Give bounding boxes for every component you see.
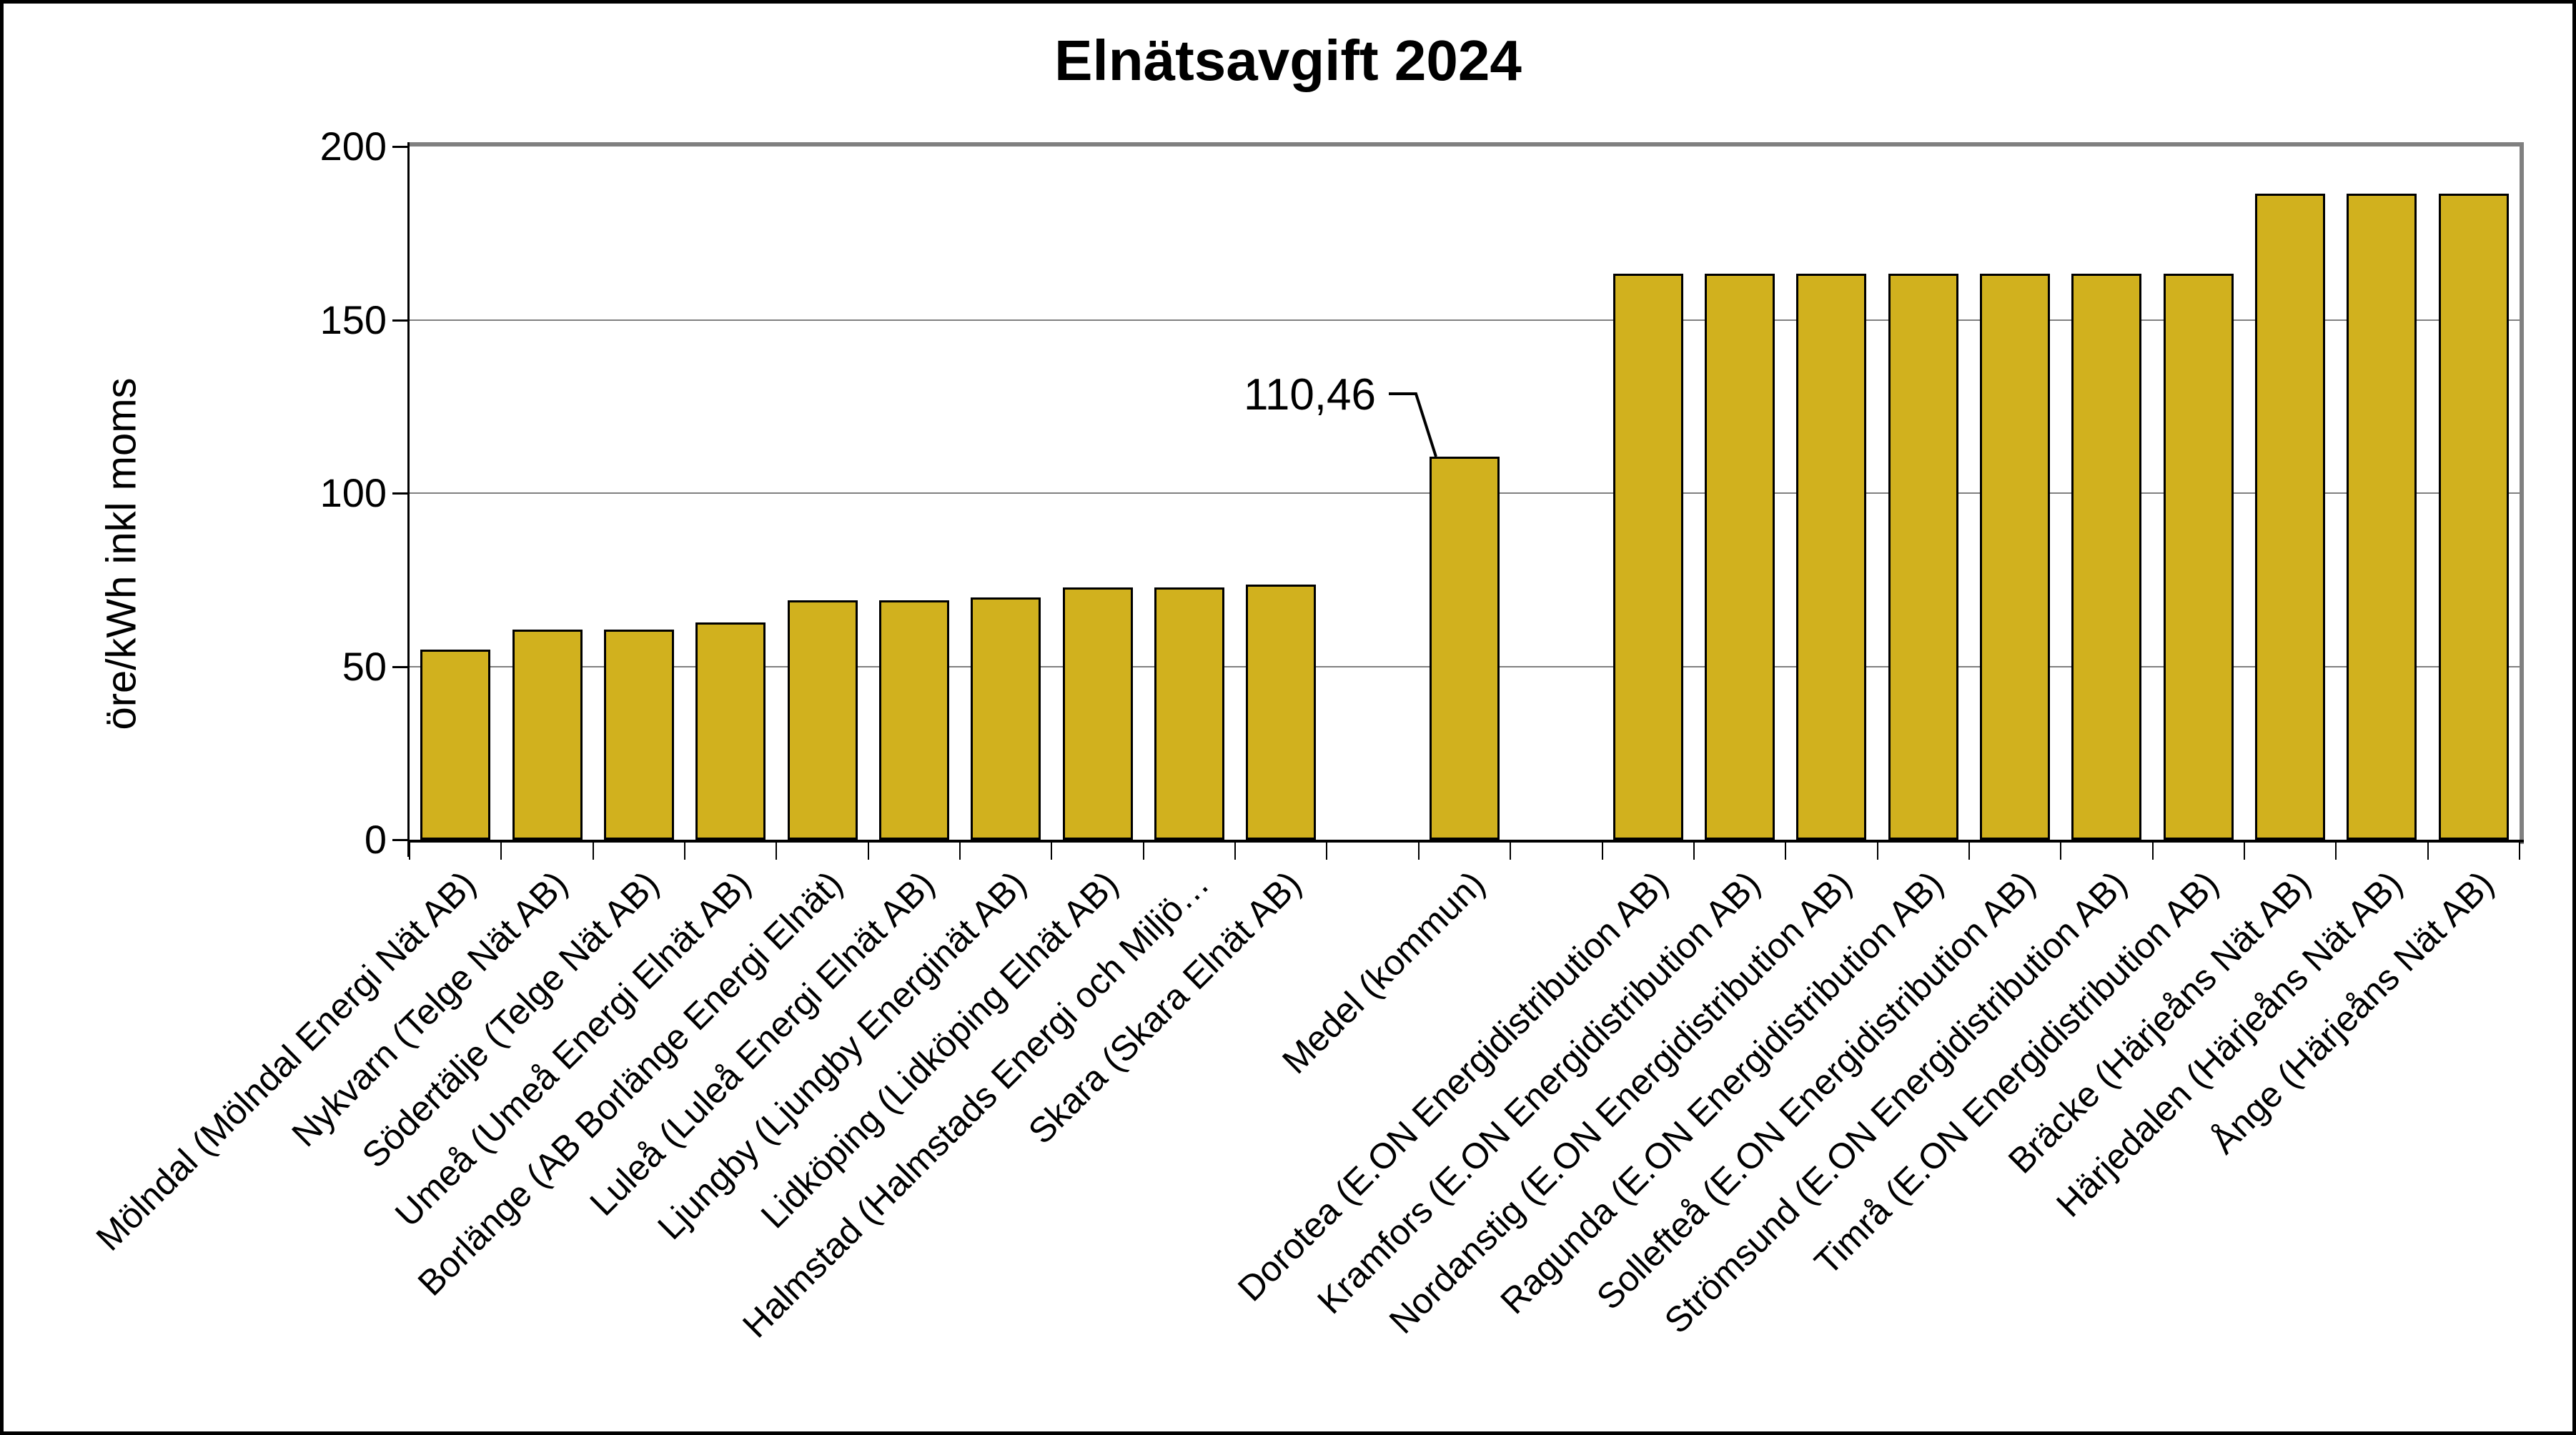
x-axis-tick [1510, 843, 1512, 860]
x-axis-tick [2151, 843, 2154, 860]
x-axis-tick [2243, 843, 2245, 860]
y-tick-label-100: 100 [319, 470, 387, 515]
bar-21 [2438, 194, 2509, 840]
y-tick-label-50: 50 [342, 643, 387, 689]
x-axis-tick [2427, 843, 2429, 860]
bar-13 [1705, 273, 1775, 840]
x-axis-line [407, 840, 2524, 843]
x-axis-tick [409, 843, 410, 860]
x-axis-tick [500, 843, 502, 860]
data-label-medel: 110,46 [1243, 370, 1376, 419]
bar-2 [512, 630, 583, 840]
bar-3 [603, 630, 674, 840]
x-label-11: Medel (kommun) [1274, 863, 1492, 1082]
plot-area-border [410, 142, 2524, 844]
x-axis-tick [592, 843, 594, 860]
x-axis-tick [1785, 843, 1787, 860]
gridline-150 [410, 319, 2520, 321]
x-axis-tick [1234, 843, 1237, 860]
bar-17 [2071, 273, 2142, 840]
y-axis-tick-150 [392, 319, 410, 322]
bar-10 [1246, 585, 1317, 840]
y-tick-label-0: 0 [364, 817, 387, 862]
chart-title: Elnätsavgift 2024 [1054, 29, 1522, 92]
x-axis-tick [1601, 843, 1603, 860]
bar-9 [1154, 587, 1224, 840]
y-axis-title: öre/kWh inkl moms [98, 377, 145, 730]
bar-8 [1062, 587, 1133, 840]
x-axis-tick [2519, 843, 2520, 860]
x-axis-tick [2060, 843, 2062, 860]
bar-11 [1430, 457, 1500, 840]
bar-1 [420, 650, 491, 840]
x-axis-tick [1417, 843, 1420, 860]
x-axis-tick [2335, 843, 2337, 860]
y-axis-tick-100 [392, 492, 410, 495]
y-tick-label-150: 150 [319, 297, 387, 342]
y-axis-tick-200 [392, 146, 410, 148]
x-axis-tick [1142, 843, 1144, 860]
x-axis-tick [959, 843, 961, 860]
x-axis-tick [776, 843, 778, 860]
bar-16 [1980, 273, 2051, 840]
x-axis-tick [1051, 843, 1053, 860]
x-axis-tick [1326, 843, 1328, 860]
bar-5 [787, 600, 858, 840]
bar-15 [1888, 273, 1958, 840]
x-axis-tick [1968, 843, 1970, 860]
bar-14 [1796, 273, 1867, 840]
x-axis-tick [1693, 843, 1695, 860]
x-axis-tick [1876, 843, 1878, 860]
y-tick-label-200: 200 [319, 124, 387, 169]
bar-18 [2163, 273, 2234, 840]
bar-7 [971, 597, 1041, 840]
bar-4 [695, 622, 766, 840]
x-axis-tick [684, 843, 686, 860]
x-axis-tick [867, 843, 869, 860]
bar-19 [2255, 194, 2326, 840]
bar-6 [878, 600, 949, 840]
x-label-5: Borlänge (AB Borlänge Energi Elnät) [410, 863, 851, 1304]
y-axis-tick-0 [392, 839, 410, 841]
bar-20 [2347, 194, 2417, 840]
y-axis-line [407, 142, 410, 857]
y-axis-tick-50 [392, 665, 410, 668]
bar-12 [1613, 273, 1683, 840]
